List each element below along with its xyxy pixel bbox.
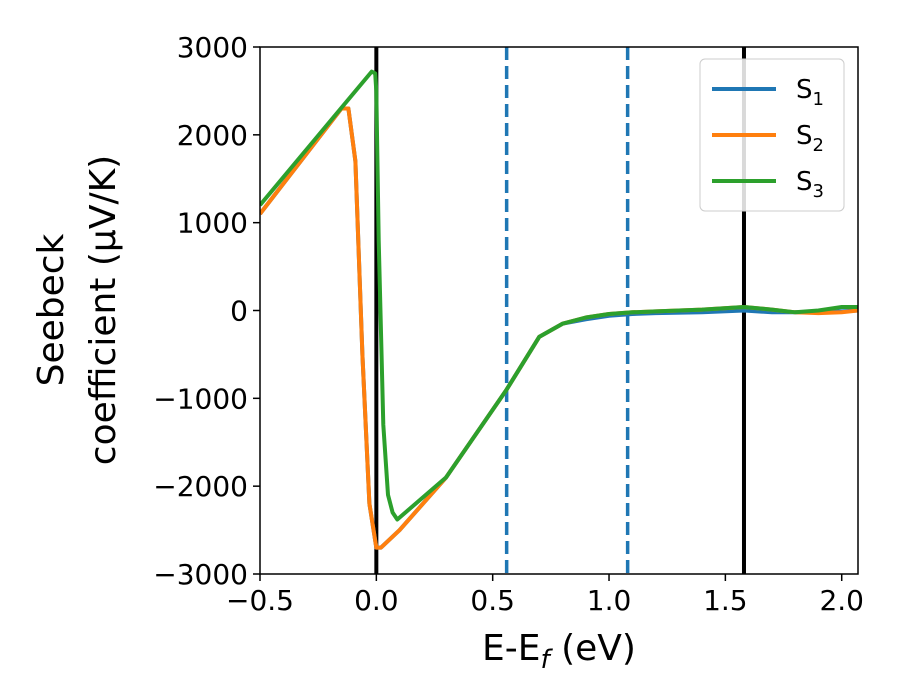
- x-axis-label: E-Ef (eV): [482, 628, 636, 675]
- x-tick-label: 2.0: [819, 584, 864, 617]
- legend-label-s3: S3: [796, 167, 824, 202]
- x-tick-label: 1.5: [703, 584, 748, 617]
- y-axis-label-line2: coefficient (μV/K): [83, 155, 124, 465]
- x-tick-label: 0.5: [470, 584, 515, 617]
- legend-label-s1: S1: [796, 75, 824, 110]
- x-tick-label: 1.0: [587, 584, 632, 617]
- x-tick-label: −0.5: [226, 584, 294, 617]
- y-tick-label: 1000: [177, 207, 248, 240]
- y-axis-label-line1: Seebeck: [31, 233, 72, 386]
- y-tick-label: 0: [230, 295, 248, 328]
- y-axis-ticks: −3000 −2000 −1000 0 1000 2000 3000: [153, 31, 260, 591]
- series-lines: [260, 69, 858, 550]
- legend: S1 S2 S3: [699, 58, 845, 212]
- y-axis-label: Seebeck coefficient (μV/K): [31, 155, 124, 465]
- y-tick-label: 3000: [177, 31, 248, 64]
- y-tick-label: 2000: [177, 119, 248, 152]
- y-tick-label: −3000: [153, 558, 248, 591]
- legend-label-s2: S2: [796, 121, 824, 156]
- y-tick-label: −1000: [153, 382, 248, 415]
- x-axis-ticks: −0.5 0.0 0.5 1.0 1.5 2.0: [226, 574, 864, 617]
- x-tick-label: 0.0: [354, 584, 399, 617]
- y-tick-label: −2000: [153, 470, 248, 503]
- series-line-s3: [260, 69, 858, 522]
